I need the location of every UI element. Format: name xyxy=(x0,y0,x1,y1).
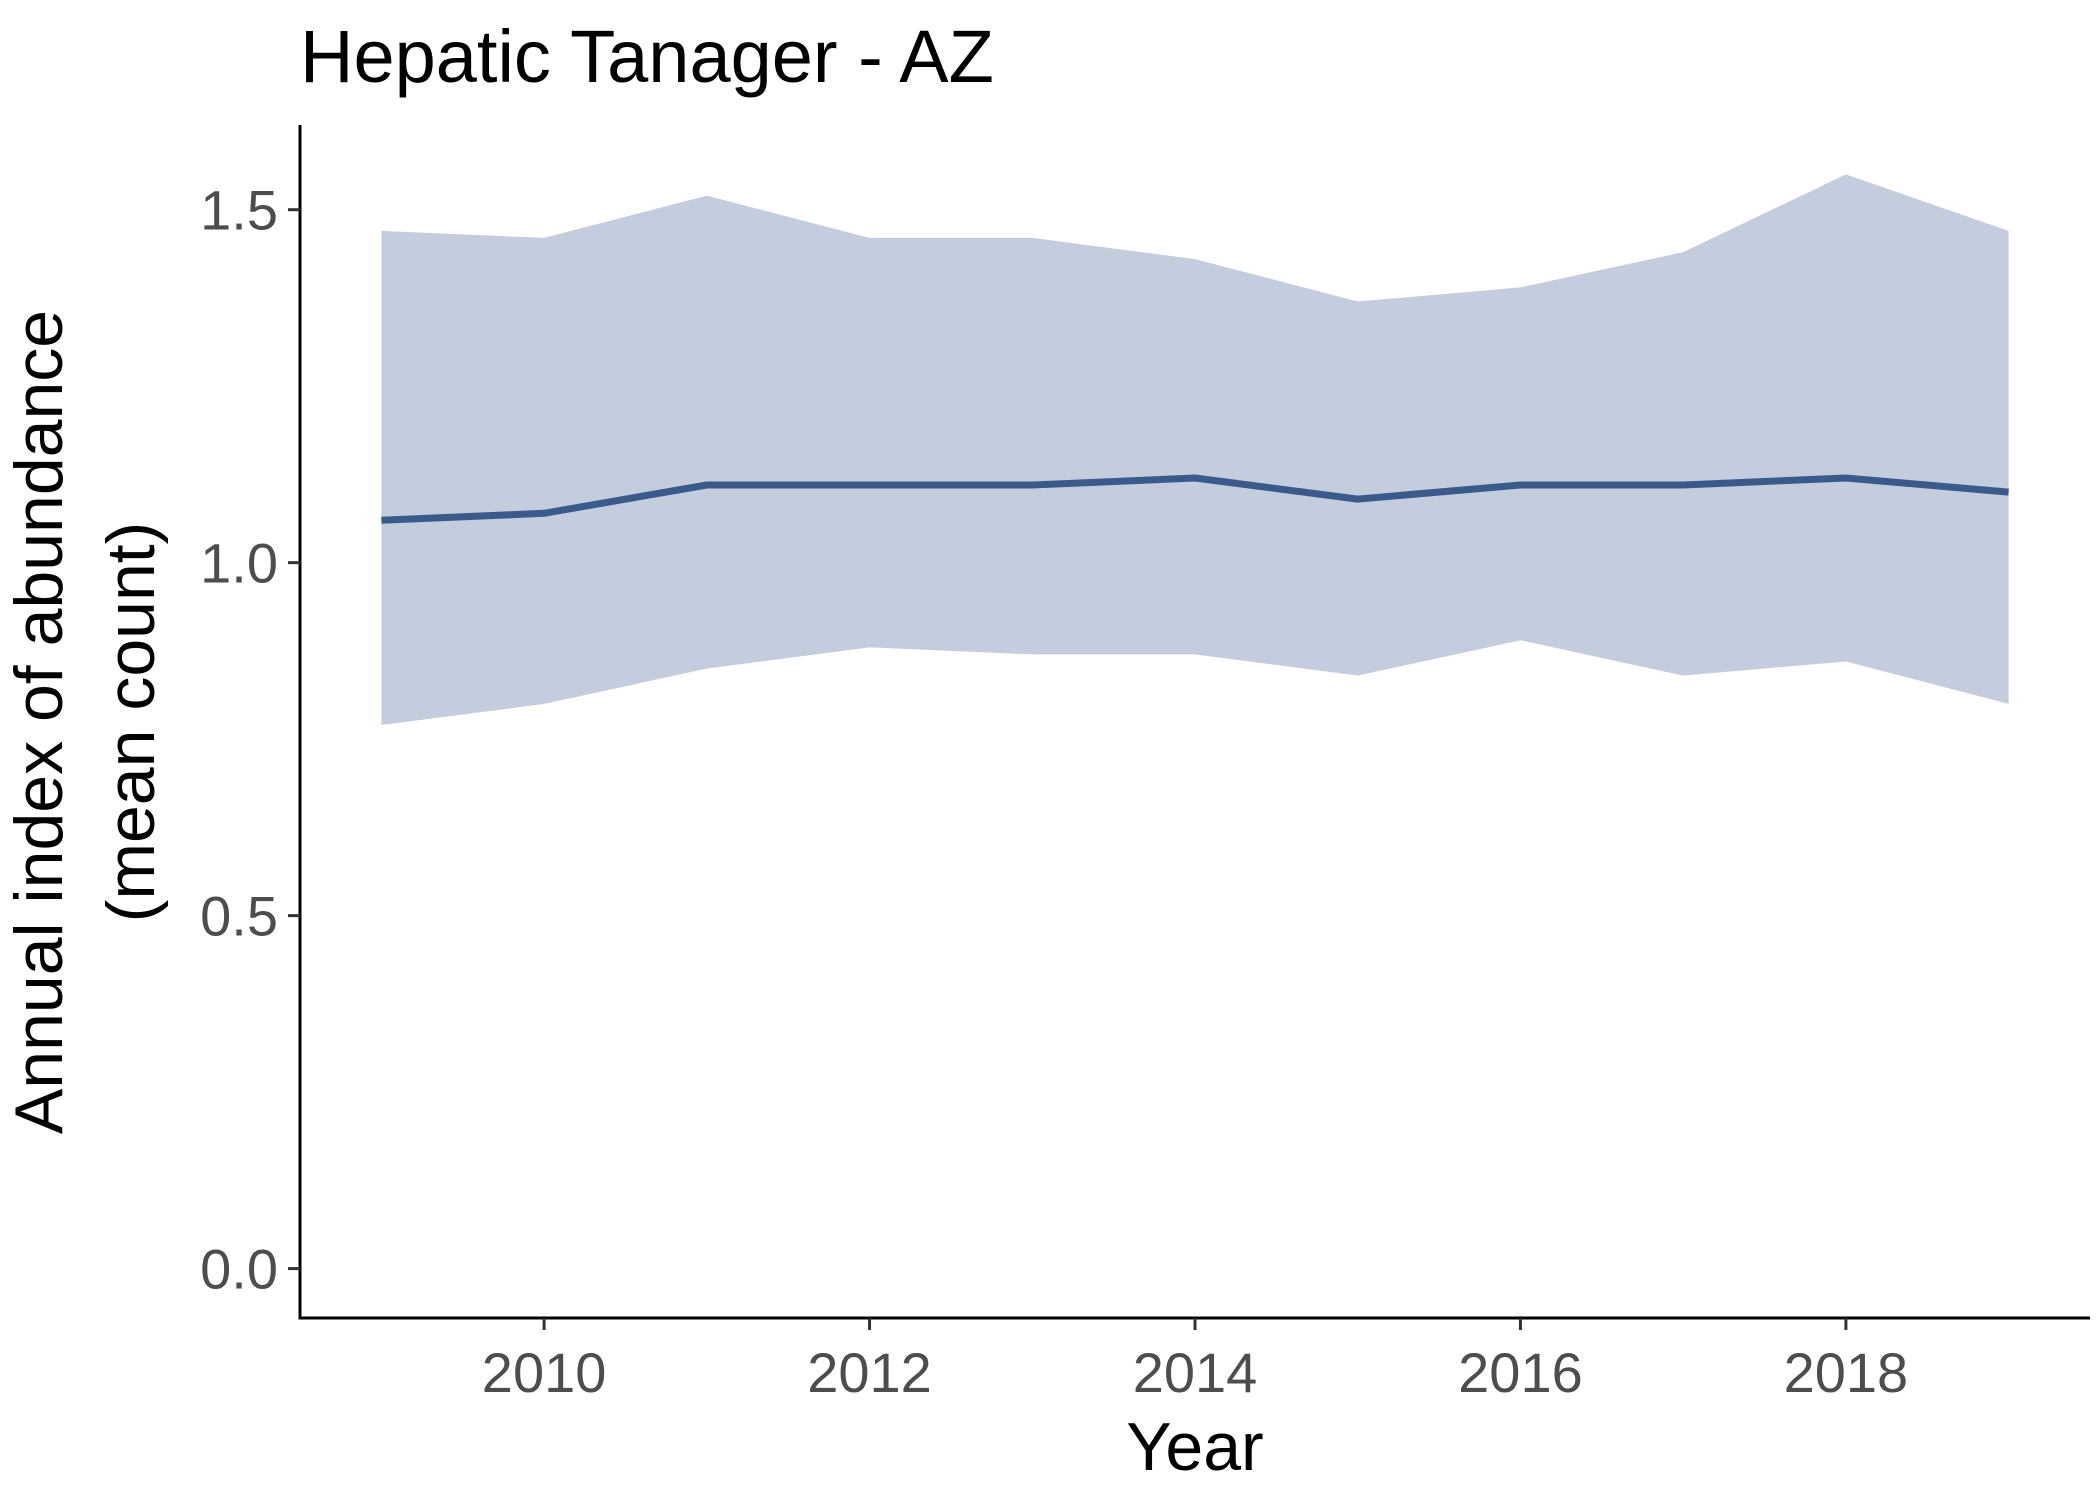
y-tick-label: 1.0 xyxy=(200,532,278,595)
x-axis-title: Year xyxy=(1126,1409,1263,1485)
y-tick-label: 0.5 xyxy=(200,885,278,948)
y-axis-title-line-1: Annual index of abundance xyxy=(1,310,77,1134)
y-axis-title-line-2: (mean count) xyxy=(93,522,169,923)
x-tick-label: 2016 xyxy=(1458,1341,1583,1404)
x-tick-label: 2010 xyxy=(482,1341,607,1404)
x-tick-label: 2012 xyxy=(807,1341,932,1404)
x-tick-label: 2018 xyxy=(1784,1341,1909,1404)
x-axis: 2010 2012 2014 2016 2018 xyxy=(482,1318,1908,1404)
series-line xyxy=(381,474,2009,524)
confidence-band xyxy=(381,174,2009,725)
y-axis-title: Annual index of abundance (mean count) xyxy=(1,310,169,1134)
x-tick-label: 2014 xyxy=(1133,1341,1258,1404)
chart-title: Hepatic Tanager - AZ xyxy=(300,15,994,98)
y-tick-label: 0.0 xyxy=(200,1238,278,1301)
plot-area xyxy=(381,174,2009,725)
y-axis: 0.0 0.5 1.0 1.5 xyxy=(200,179,300,1301)
y-tick-label: 1.5 xyxy=(200,179,278,242)
